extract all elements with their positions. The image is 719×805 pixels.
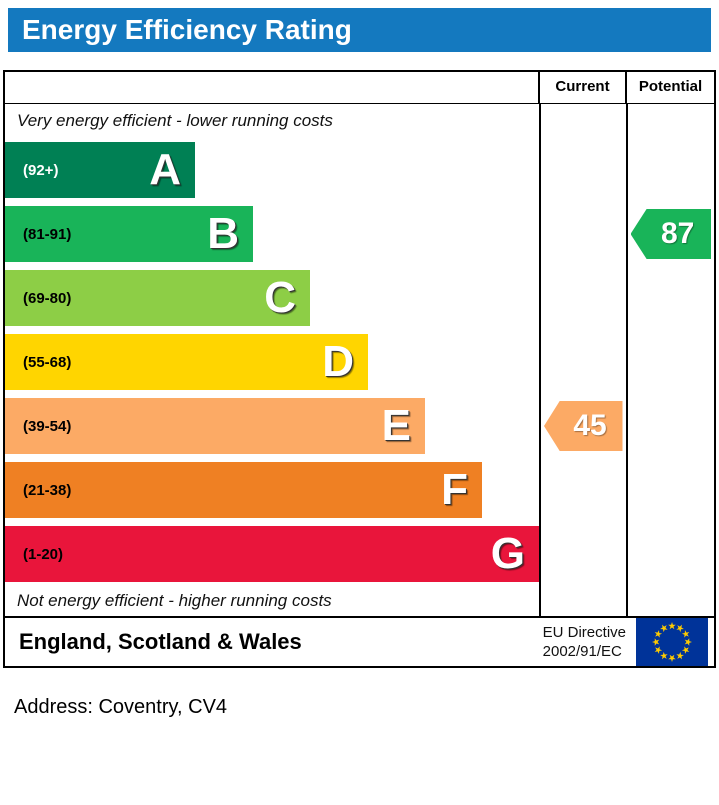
band-range-label: (81-91) [23, 225, 72, 243]
band-letter: G [490, 529, 525, 578]
band-bar-c: (69-80) C [5, 270, 310, 326]
band-range-label: (92+) [23, 161, 59, 179]
band-bar-d: (55-68) D [5, 334, 368, 390]
band-range-label: (21-38) [23, 481, 72, 499]
band-row-f: (21-38) F [5, 458, 539, 522]
band-row-g: (1-20) G [5, 522, 539, 586]
band-letter: C [264, 273, 296, 322]
title-bar: Energy Efficiency Rating [8, 8, 711, 52]
band-bar-b: (81-91) B [5, 206, 253, 262]
current-column: 45 [539, 104, 626, 616]
page-title: Energy Efficiency Rating [22, 14, 352, 45]
eu-directive-line1: EU Directive [542, 624, 626, 641]
band-range-label: (69-80) [23, 289, 72, 307]
potential-column: 87 [625, 104, 715, 616]
band-row-a: (92+) A [5, 138, 539, 202]
band-bar-a: (92+) A [5, 142, 195, 198]
eu-flag-icon [636, 618, 708, 666]
chart-header-row: Current Potential [5, 72, 714, 104]
chart-body: Very energy efficient - lower running co… [5, 104, 714, 616]
column-header-current: Current [538, 72, 625, 103]
band-letter: B [207, 209, 239, 258]
address-text: Address: Coventry, CV4 [14, 696, 228, 718]
footer-region-label: England, Scotland & Wales [19, 629, 302, 654]
band-range-label: (1-20) [23, 545, 64, 563]
band-letter: A [149, 145, 181, 194]
band-row-e: (39-54) E [5, 394, 539, 458]
band-range-label: (55-68) [23, 353, 72, 371]
bands-container: (92+) A (81-91) B (69-80) C (55-68) D (39-54) E (2… [5, 138, 539, 586]
band-row-d: (55-68) D [5, 330, 539, 394]
potential-rating-pointer: 87 [630, 209, 711, 259]
top-note: Very energy efficient - lower running co… [17, 111, 333, 130]
eu-directive-line2: 2002/91/EC [542, 643, 622, 660]
energy-efficiency-chart: Current Potential Very energy efficient … [3, 70, 716, 668]
band-row-b: (81-91) B [5, 202, 539, 266]
current-rating-pointer: 45 [544, 401, 623, 451]
band-letter: E [381, 401, 411, 450]
eu-directive-label: EU Directive 2002/91/EC [543, 623, 636, 661]
band-bar-e: (39-54) E [5, 398, 425, 454]
band-range-label: (39-54) [23, 417, 72, 435]
column-header-potential: Potential [625, 72, 714, 103]
current-rating-value: 45 [573, 409, 607, 442]
potential-rating-value: 87 [660, 217, 695, 250]
bands-column: Very energy efficient - lower running co… [5, 104, 539, 616]
band-letter: D [322, 337, 354, 386]
chart-header-spacer [5, 72, 538, 103]
band-bar-g: (1-20) G [5, 526, 539, 582]
band-letter: F [441, 465, 468, 514]
band-bar-f: (21-38) F [5, 462, 482, 518]
band-row-c: (69-80) C [5, 266, 539, 330]
bottom-note: Not energy efficient - higher running co… [17, 591, 332, 610]
chart-footer: England, Scotland & Wales EU Directive 2… [5, 616, 714, 666]
